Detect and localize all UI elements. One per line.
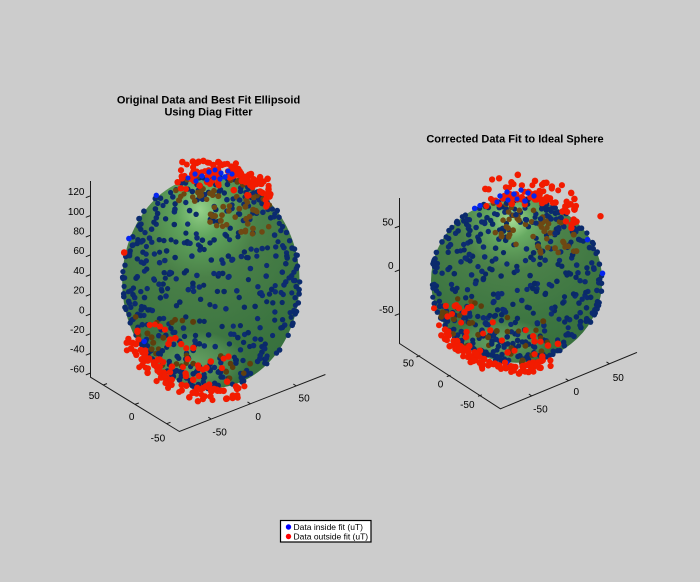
- svg-text:50: 50: [403, 359, 415, 370]
- svg-text:0: 0: [79, 305, 85, 316]
- svg-text:0: 0: [255, 412, 261, 423]
- svg-text:50: 50: [89, 391, 101, 402]
- svg-text:-50: -50: [460, 400, 475, 411]
- svg-text:120: 120: [68, 187, 85, 198]
- svg-text:50: 50: [613, 373, 625, 384]
- svg-text:Using Diag Fitter: Using Diag Fitter: [164, 107, 253, 119]
- svg-text:60: 60: [73, 246, 85, 257]
- svg-text:20: 20: [73, 286, 85, 297]
- svg-text:Original Data and Best Fit Ell: Original Data and Best Fit Ellipsoid: [117, 95, 300, 107]
- svg-text:80: 80: [73, 227, 85, 238]
- svg-text:-20: -20: [70, 325, 85, 336]
- svg-text:Data inside fit (uT): Data inside fit (uT): [294, 522, 364, 532]
- svg-text:-50: -50: [212, 427, 227, 438]
- svg-text:Data outside fit (uT): Data outside fit (uT): [294, 532, 369, 542]
- svg-text:-40: -40: [70, 345, 85, 356]
- svg-text:0: 0: [129, 412, 135, 423]
- svg-text:-50: -50: [533, 405, 548, 416]
- svg-text:-50: -50: [151, 433, 166, 444]
- svg-text:-50: -50: [379, 305, 394, 316]
- svg-text:100: 100: [68, 207, 85, 218]
- svg-text:0: 0: [388, 261, 394, 272]
- svg-text:-60: -60: [70, 364, 85, 375]
- svg-text:50: 50: [299, 394, 311, 405]
- svg-text:Corrected Data Fit to Ideal Sp: Corrected Data Fit to Ideal Sphere: [426, 134, 603, 146]
- svg-text:50: 50: [382, 217, 394, 228]
- svg-text:0: 0: [574, 387, 580, 398]
- svg-text:0: 0: [438, 379, 444, 390]
- svg-text:40: 40: [73, 266, 85, 277]
